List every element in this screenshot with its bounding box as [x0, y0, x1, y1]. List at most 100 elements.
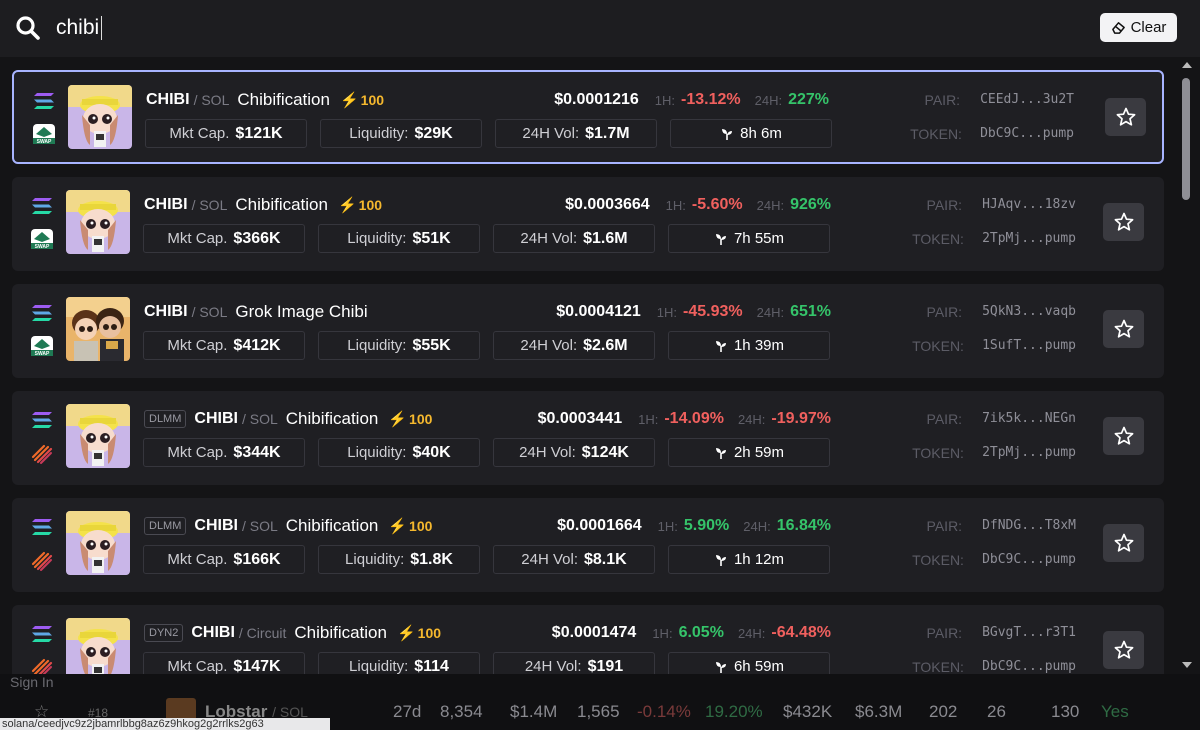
token-address[interactable]: TOKEN: 2TpMj...pump [912, 445, 1076, 461]
lightning-icon: ⚡ [396, 625, 416, 642]
sprout-icon [715, 340, 726, 352]
price-stats: $0.0003664 1H: -5.60% 24H: 926% [565, 193, 831, 217]
lightning-icon: ⚡ [388, 518, 408, 535]
sprout-icon [722, 128, 733, 140]
favorite-button[interactable] [1105, 98, 1146, 136]
token-price: $0.0001664 [557, 517, 642, 534]
token-avatar [68, 85, 132, 149]
table-cell: 1,565 [577, 702, 620, 721]
text-caret [101, 16, 103, 40]
pair-age: 8h 6m [670, 119, 832, 148]
solana-icon [32, 626, 52, 642]
pair-address[interactable]: PAIR: DfNDG...T8xM [926, 518, 1076, 534]
token-price: $0.0003441 [537, 410, 623, 427]
liquidity: Liquidity: $29K [320, 119, 482, 148]
boost-score: ⚡ 100 [339, 92, 385, 109]
search-bar: chibi Clear [0, 0, 1200, 57]
table-cell: 19.20% [705, 702, 763, 721]
market-cap: Mkt Cap. $344K [143, 438, 305, 467]
change-1h-label: 1H: [665, 197, 686, 213]
change-1h: -5.60% [691, 196, 743, 213]
change-24h: 16.84% [776, 517, 831, 534]
change-24h: -64.48% [771, 624, 831, 641]
volume-24h: 24H Vol: $1.7M [495, 119, 657, 148]
pair-address[interactable]: PAIR: HJAqv...18zv [926, 197, 1076, 213]
liquidity: Liquidity: $51K [318, 224, 480, 253]
lightning-icon: ⚡ [339, 92, 359, 109]
star-icon [1114, 426, 1133, 445]
pair-address[interactable]: PAIR: BGvgT...r3T1 [926, 625, 1076, 641]
change-1h: -45.93% [683, 303, 743, 320]
pool-type-badge: DYN2 [144, 624, 184, 642]
search-result-card[interactable]: SWAP CHIBI / SOL Chibification ⚡ 100 $0.000121… [12, 70, 1164, 164]
clear-button[interactable]: Clear [1100, 13, 1177, 42]
favorite-button[interactable] [1103, 310, 1144, 348]
boost-score: ⚡ 100 [396, 625, 442, 642]
meteora-icon [31, 658, 53, 674]
token-symbol: CHIBI [194, 517, 238, 534]
search-input[interactable]: chibi [56, 14, 956, 42]
sprout-icon [715, 554, 726, 566]
scrollbar-thumb[interactable] [1182, 78, 1190, 200]
change-24h: -19.97% [771, 410, 831, 427]
raydium-swap-icon: SWAP [31, 336, 53, 357]
search-results-list: SWAP CHIBI / SOL Chibification ⚡ 100 $0.000121… [0, 57, 1200, 674]
scroll-down-arrow-icon[interactable] [1182, 662, 1192, 668]
change-1h: 5.90% [683, 517, 730, 534]
solana-icon [32, 305, 52, 321]
star-icon[interactable]: ☆ [34, 702, 50, 721]
table-row[interactable]: ☆ #18 Lobstar / SOL 27d 8,354 $1.4M 1,565 -0… [0, 696, 1200, 730]
token-name: Chibification [285, 409, 379, 428]
quote-token: / SOL [191, 304, 228, 320]
change-24h: 926% [790, 196, 831, 213]
liquidity: Liquidity: $1.8K [318, 545, 480, 574]
token-name: Chibification [237, 90, 330, 109]
pair-age: 2h 59m [668, 438, 830, 467]
search-result-card[interactable]: SWAP CHIBI / SOL Chibification ⚡ 100 $0.000366… [12, 177, 1164, 271]
star-icon [1114, 319, 1133, 338]
change-24h-label: 24H: [737, 625, 766, 641]
change-24h-label: 24H: [743, 518, 771, 534]
quote-token: / SOL [191, 197, 228, 213]
favorite-button[interactable] [1103, 524, 1144, 562]
search-icon [16, 16, 40, 40]
pair-age: 1h 39m [668, 331, 830, 360]
scroll-up-arrow-icon[interactable] [1182, 62, 1192, 68]
token-address[interactable]: TOKEN: DbC9C...pump [910, 126, 1074, 142]
table-cell: $1.4M [510, 702, 558, 721]
token-address[interactable]: TOKEN: DbC9C...pump [912, 659, 1076, 674]
pair-age: 1h 12m [668, 545, 830, 574]
token-address[interactable]: TOKEN: 2TpMj...pump [912, 231, 1076, 247]
svg-text:SWAP: SWAP [37, 139, 52, 145]
price-stats: $0.0001216 1H: -13.12% 24H: 227% [554, 88, 829, 112]
search-result-card[interactable]: SWAP CHIBI / SOL Grok Image Chibi $0.0004121… [12, 284, 1164, 378]
pair-address[interactable]: PAIR: 5QkN3...vaqb [926, 304, 1076, 320]
solana-icon [32, 412, 52, 428]
table-cell: $432K [783, 702, 833, 721]
liquidity: Liquidity: $55K [318, 331, 480, 360]
eraser-icon [1111, 22, 1125, 34]
token-address[interactable]: TOKEN: 1SufT...pump [912, 338, 1076, 354]
token-name: Chibification [235, 195, 328, 214]
sprout-icon [715, 661, 726, 673]
favorite-button[interactable] [1103, 417, 1144, 455]
search-result-card[interactable]: DLMM CHIBI / SOL Chibification ⚡ 100 $0.000344… [12, 391, 1164, 485]
star-icon [1114, 640, 1133, 659]
token-name: Chibification [294, 623, 387, 642]
sprout-icon [715, 233, 726, 245]
token-address[interactable]: TOKEN: DbC9C...pump [912, 552, 1076, 568]
pair-address[interactable]: PAIR: CEEdJ...3u2T [924, 92, 1074, 108]
meteora-icon [31, 551, 53, 571]
star-icon [1116, 107, 1135, 126]
table-cell: Yes [1101, 702, 1129, 721]
liquidity: Liquidity: $114 [318, 652, 480, 674]
search-result-card[interactable]: DLMM CHIBI / SOL Chibification ⚡ 100 $0.000166… [12, 498, 1164, 592]
sign-in-link[interactable]: Sign In [10, 674, 54, 690]
token-price: $0.0004121 [556, 303, 641, 320]
favorite-button[interactable] [1103, 631, 1144, 669]
pair-address[interactable]: PAIR: 7ik5k...NEGn [926, 411, 1076, 427]
change-24h-label: 24H: [756, 197, 785, 213]
change-24h-label: 24H: [737, 411, 766, 427]
search-result-card[interactable]: DYN2 CHIBI / Circuit Chibification ⚡ 100 $0.00… [12, 605, 1164, 674]
favorite-button[interactable] [1103, 203, 1144, 241]
